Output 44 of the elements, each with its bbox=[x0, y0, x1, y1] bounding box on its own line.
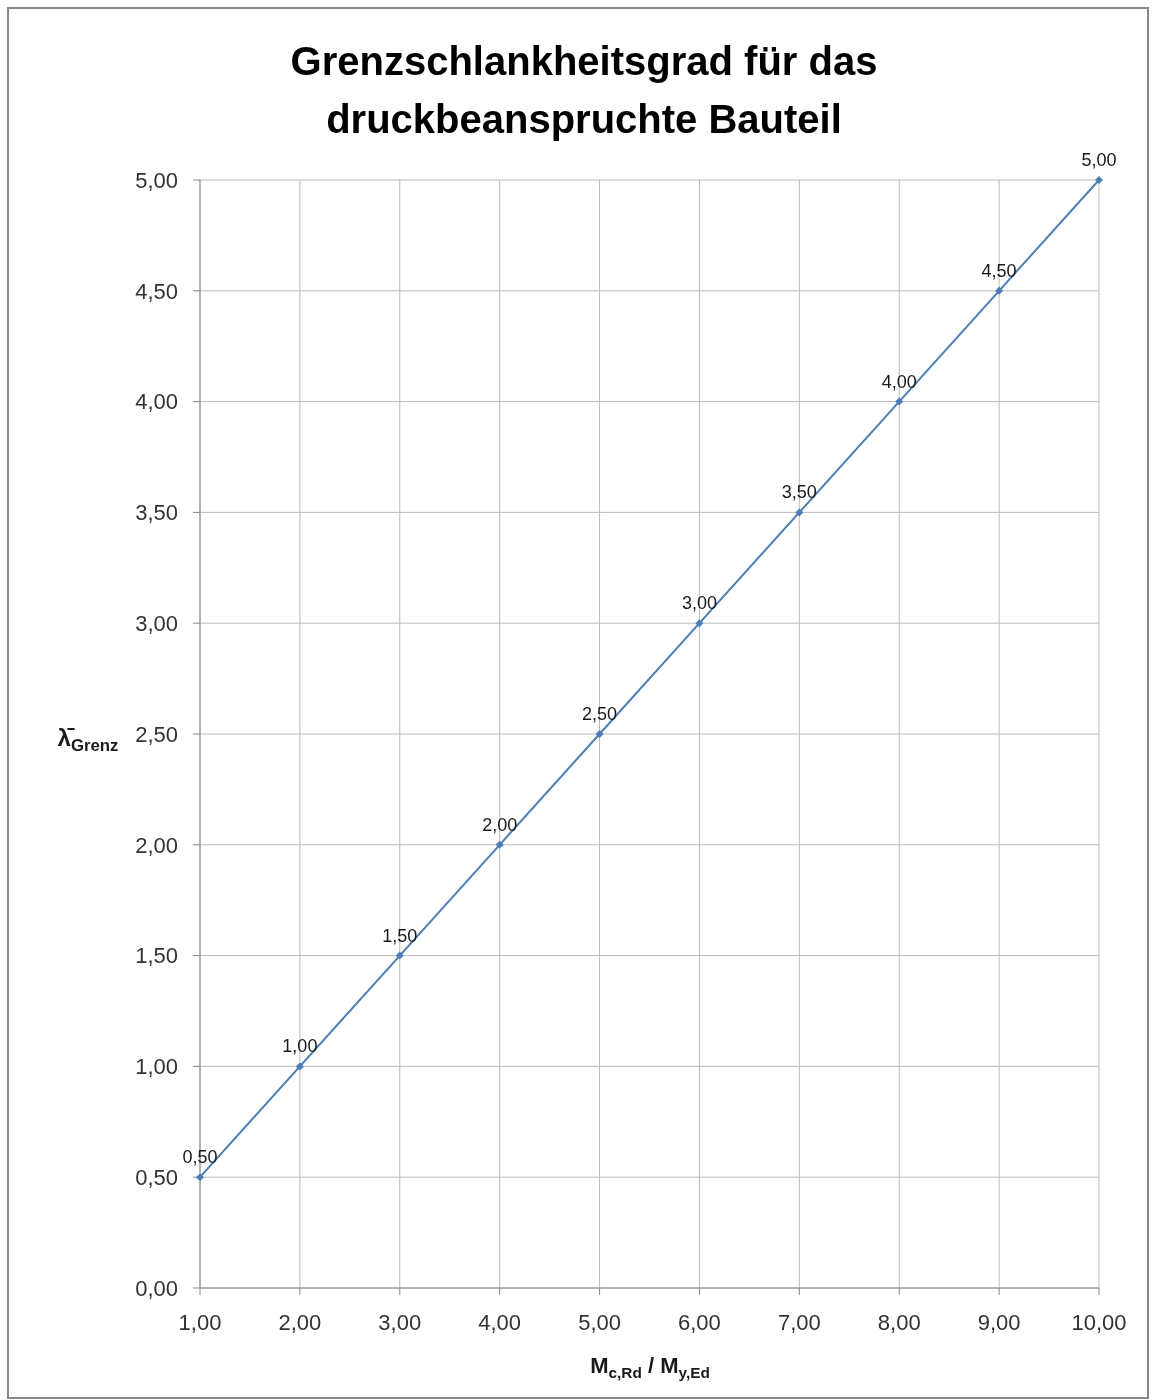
point bbox=[695, 619, 704, 628]
y-tick-label: 1,00 bbox=[135, 1054, 178, 1080]
x-tick-label: 10,00 bbox=[1071, 1310, 1127, 1335]
x-tick-label: 2,00 bbox=[278, 1310, 322, 1335]
chart-title: Grenzschlankheitsgrad für das druckbeanspruchte Bauteil bbox=[290, 39, 878, 141]
point bbox=[595, 730, 604, 738]
data-label: 2,00 bbox=[482, 814, 518, 835]
y-tick-label: 4,00 bbox=[135, 389, 178, 415]
x-tick-label: 9,00 bbox=[977, 1310, 1021, 1335]
data-label: 2,50 bbox=[582, 704, 618, 724]
x-tick-label: 7,00 bbox=[777, 1310, 821, 1335]
y-tick-label: 0,00 bbox=[135, 1275, 178, 1301]
x-tick-label: 6,00 bbox=[678, 1310, 721, 1335]
y-tick-label: 2,50 bbox=[135, 721, 178, 747]
point bbox=[395, 951, 404, 960]
x-axis-title: M$_{c,Rd}$ / M$_{y,Ed}$ bbox=[590, 1353, 710, 1381]
data-label: 3,00 bbox=[681, 593, 717, 614]
data-label: 0,50 bbox=[182, 1147, 218, 1168]
point bbox=[995, 286, 1004, 295]
data-label: 1,00 bbox=[282, 1036, 318, 1057]
y-tick-label: 0,50 bbox=[135, 1164, 178, 1190]
y-tick-label: 2,00 bbox=[135, 832, 178, 858]
y-tick-label: 5,00 bbox=[135, 167, 178, 193]
x-tick-label: 5,00 bbox=[578, 1310, 621, 1335]
data-label: 4,00 bbox=[881, 371, 917, 392]
point bbox=[495, 840, 504, 849]
x-tick-label: 3,00 bbox=[378, 1310, 422, 1335]
point bbox=[795, 508, 804, 517]
point bbox=[895, 397, 904, 406]
y-axis-title: λ̄$_{Grenz}$ bbox=[57, 724, 119, 756]
x-tick-label: 8,00 bbox=[877, 1310, 921, 1335]
data-label: 4,50 bbox=[981, 260, 1017, 281]
data-label: 5,00 bbox=[1081, 150, 1117, 170]
point bbox=[295, 1062, 304, 1071]
y-tick-label: 1,50 bbox=[135, 943, 178, 969]
y-tick-label: 4,50 bbox=[135, 278, 178, 304]
y-tick-label: 3,50 bbox=[135, 500, 178, 526]
data-label: 3,50 bbox=[781, 482, 817, 503]
x-tick-label: 4,00 bbox=[478, 1310, 522, 1335]
point bbox=[1095, 176, 1103, 184]
point bbox=[196, 1173, 204, 1182]
data-label: 1,50 bbox=[382, 925, 418, 946]
y-tick-label: 3,00 bbox=[135, 610, 178, 636]
x-tick-label: 1,00 bbox=[178, 1310, 222, 1335]
